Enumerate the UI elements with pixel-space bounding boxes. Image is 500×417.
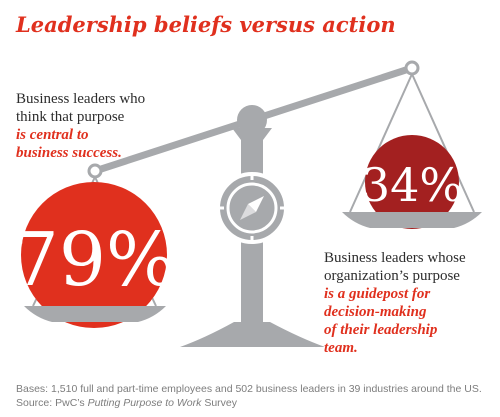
left-caption-emph-1: is central to: [16, 127, 89, 143]
right-caption-emph-4: team.: [324, 340, 358, 356]
footnote-source-title: Putting Purpose to Work: [87, 397, 202, 409]
right-caption-line-1: Business leaders whose: [324, 250, 466, 266]
left-caption-line-2: think that purpose: [16, 109, 125, 125]
scale-base: [180, 322, 325, 347]
right-caption-emph-3: of their leadership: [324, 322, 438, 338]
right-caption: Business leaders whose organization’s pu…: [324, 249, 494, 357]
footnote: Bases: 1,510 full and part-time employee…: [16, 382, 496, 410]
left-pan: [24, 306, 166, 322]
left-caption-emph-2: business success.: [16, 145, 122, 161]
footnote-bases: Bases: 1,510 full and part-time employee…: [16, 383, 482, 395]
compass-icon: [216, 172, 288, 244]
pivot-knob: [237, 105, 267, 135]
left-caption-line-1: Business leaders who: [16, 91, 146, 107]
right-caption-emph-1: is a guidepost for: [324, 286, 431, 302]
left-caption: Business leaders who think that purpose …: [16, 90, 216, 162]
footnote-source: Source: PwC’s Putting Purpose to Work Su…: [16, 396, 496, 410]
footnote-source-prefix: Source: PwC’s: [16, 397, 88, 409]
value-label-79: 79%: [12, 217, 176, 303]
value-label-34: 34%: [361, 158, 463, 212]
right-caption-emph-2: decision-making: [324, 304, 427, 320]
right-pan-hanger: [349, 60, 475, 213]
value-circle-79: [21, 182, 167, 328]
right-caption-line-2: organization’s purpose: [324, 268, 460, 284]
footnote-source-suffix: Survey: [201, 397, 238, 409]
value-circle-34: [365, 135, 459, 229]
right-pan: [342, 212, 482, 228]
chart-title: Leadership beliefs versus action: [16, 12, 396, 37]
